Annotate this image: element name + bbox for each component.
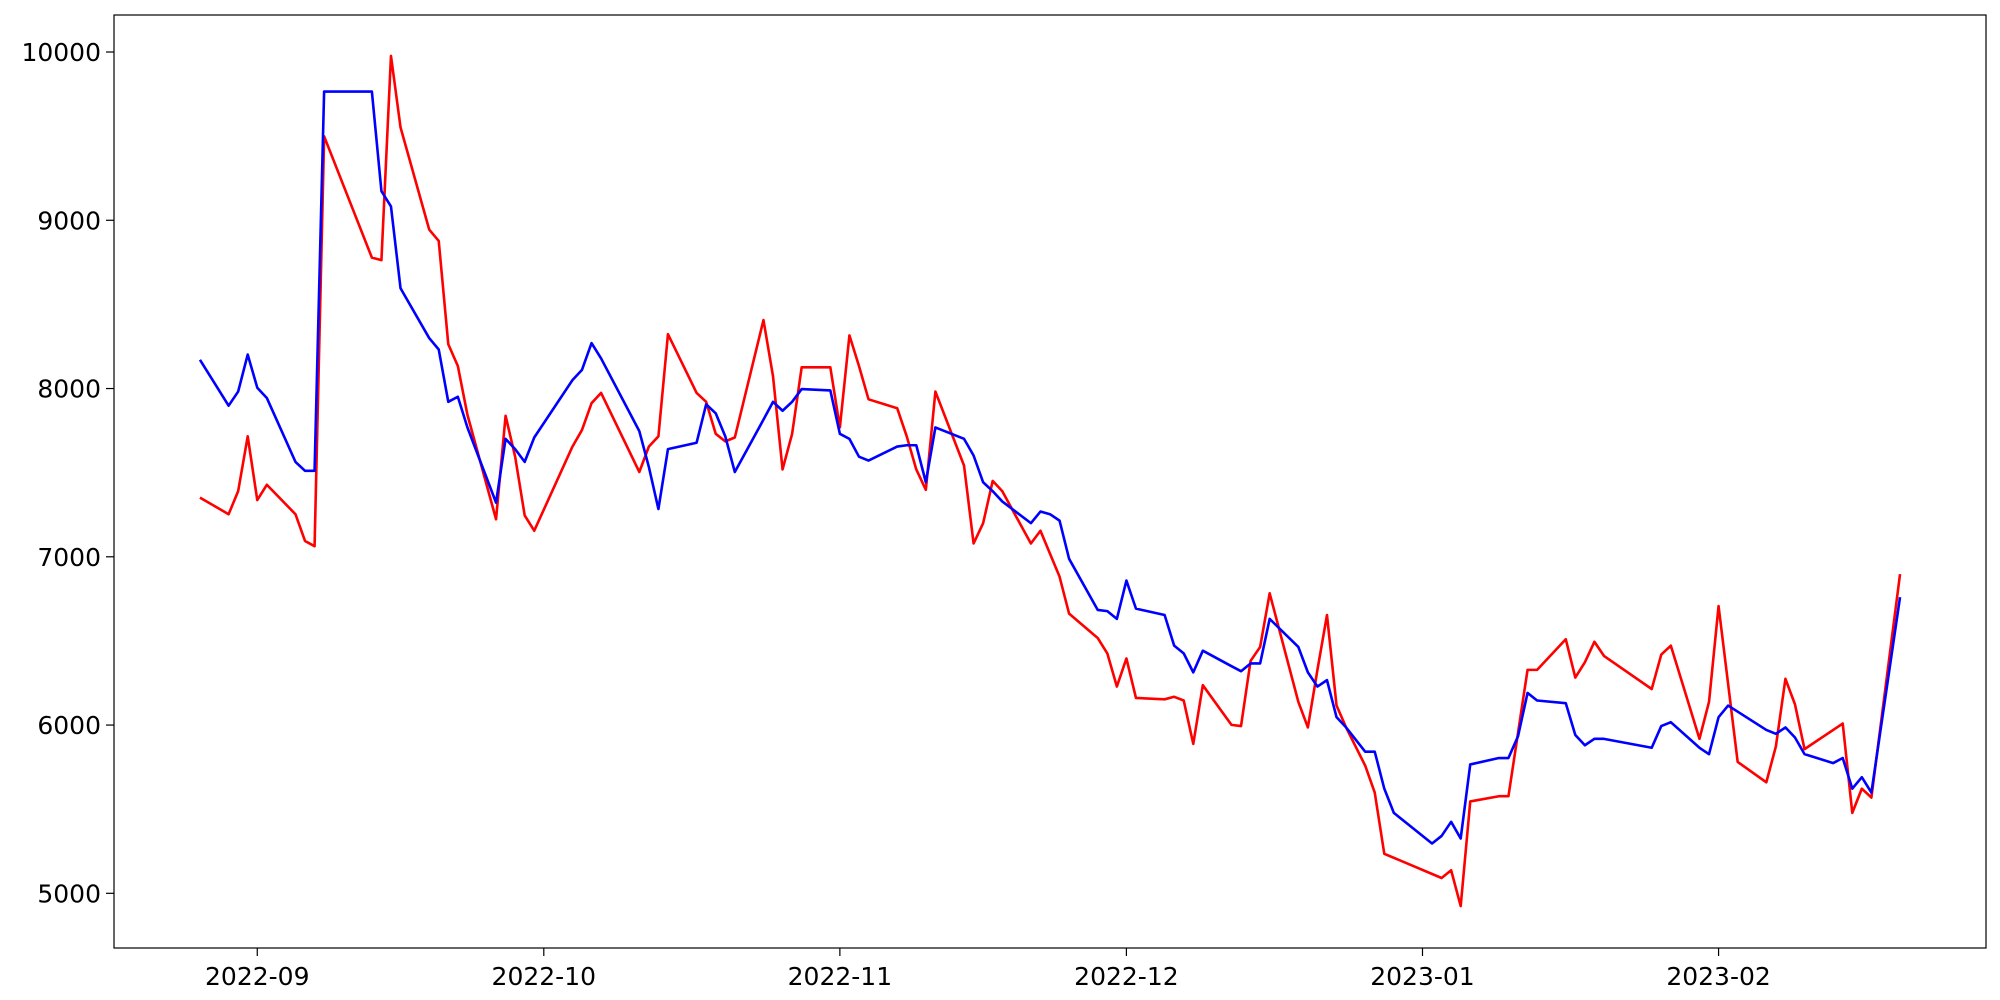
x-tick-label: 2022-11	[788, 962, 892, 991]
x-tick-label: 2023-02	[1666, 962, 1770, 991]
series-line	[199, 54, 1902, 908]
plot-frame	[113, 14, 1987, 949]
x-tick-label: 2022-12	[1074, 962, 1178, 991]
series-line	[198, 90, 1902, 845]
y-tick-label: 8000	[37, 375, 101, 404]
y-tick-label: 6000	[37, 711, 101, 740]
x-tick-label: 2022-10	[492, 962, 596, 991]
x-tick-label: 2023-01	[1370, 962, 1474, 991]
y-tick-label: 5000	[37, 879, 101, 908]
y-tick-label: 9000	[37, 206, 101, 235]
x-tick-label: 2022-09	[205, 962, 309, 991]
y-tick-label: 10000	[21, 38, 101, 67]
y-tick-label: 7000	[37, 543, 101, 572]
